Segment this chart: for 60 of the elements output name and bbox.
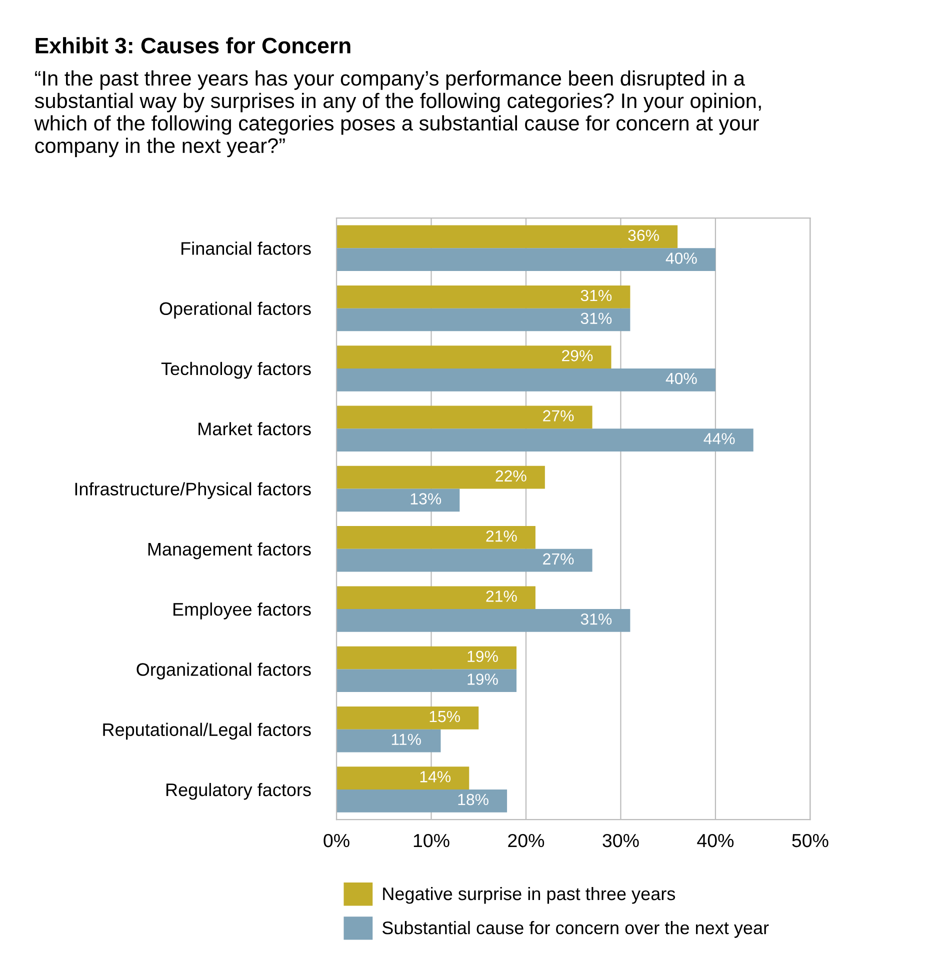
bar: [336, 285, 630, 308]
data-label: 31%: [580, 290, 612, 302]
bar: [336, 586, 536, 610]
bar: [336, 729, 441, 752]
y-tick-label: Market factors: [198, 422, 311, 436]
bar: [336, 488, 460, 512]
bar: [336, 609, 630, 632]
data-label: 14%: [420, 771, 451, 782]
bar: [336, 368, 716, 392]
y-tick-label: Management factors: [148, 542, 311, 560]
x-tick-label: 20%: [508, 834, 544, 848]
bar: [336, 706, 479, 730]
bar: [336, 789, 508, 812]
y-tick-label: Reputational/Legal factors: [103, 722, 311, 740]
y-tick-label: Financial factors: [182, 242, 311, 255]
data-label: 22%: [496, 470, 526, 482]
data-label: 18%: [458, 794, 488, 806]
data-label: 31%: [580, 312, 612, 324]
x-tick-label: 30%: [602, 834, 639, 848]
chart-subtitle: “In the past three years has your company’s performance been disrupted in a substantial way by surprises in any of the following categories? In your opinion, which of the following categories poses a substantial cause for concern at your company in the next year?”: [34, 70, 761, 158]
bar: [336, 766, 470, 790]
data-label: 36%: [628, 230, 659, 242]
bar: [336, 548, 592, 572]
y-tick-label: Infrastructure/Physical factors: [75, 482, 311, 500]
bar: [336, 646, 517, 670]
data-label: 19%: [468, 674, 498, 685]
x-tick-label: 0%: [324, 834, 350, 848]
data-label: 19%: [468, 650, 498, 662]
bar: [336, 428, 754, 452]
data-label: 21%: [486, 590, 517, 602]
legend-label: Substantial cause for concern over the next year: [382, 920, 769, 938]
data-label: 13%: [410, 493, 442, 504]
legend-label: Negative surprise in past three years: [383, 886, 676, 904]
y-tick-label: Technology factors: [161, 362, 311, 379]
bar: [336, 669, 517, 692]
data-label: 21%: [486, 530, 517, 542]
bar: [336, 346, 612, 368]
data-label: 40%: [666, 372, 697, 384]
y-tick-label: Employee factors: [174, 602, 311, 620]
bar: [336, 225, 678, 248]
x-tick-label: 40%: [697, 834, 734, 848]
data-label: 31%: [580, 613, 612, 625]
data-label: 27%: [543, 410, 574, 422]
y-tick-label: Regulatory factors: [166, 782, 311, 800]
bar: [336, 406, 592, 429]
y-tick-label: Organizational factors: [136, 662, 311, 680]
bar: [336, 248, 716, 272]
data-label: 11%: [392, 734, 421, 745]
data-label: 29%: [562, 350, 593, 362]
x-tick-label: 50%: [792, 834, 828, 848]
chart-title: Exhibit 3: Causes for Concern: [36, 37, 350, 54]
bar: [336, 308, 630, 332]
y-tick-label: Operational factors: [160, 302, 311, 319]
data-label: 44%: [704, 433, 735, 444]
data-label: 40%: [666, 252, 697, 264]
data-label: 15%: [430, 710, 460, 722]
x-tick-label: 10%: [414, 834, 450, 848]
data-label: 27%: [543, 553, 574, 565]
bar: [336, 526, 536, 549]
bar: [336, 466, 545, 489]
